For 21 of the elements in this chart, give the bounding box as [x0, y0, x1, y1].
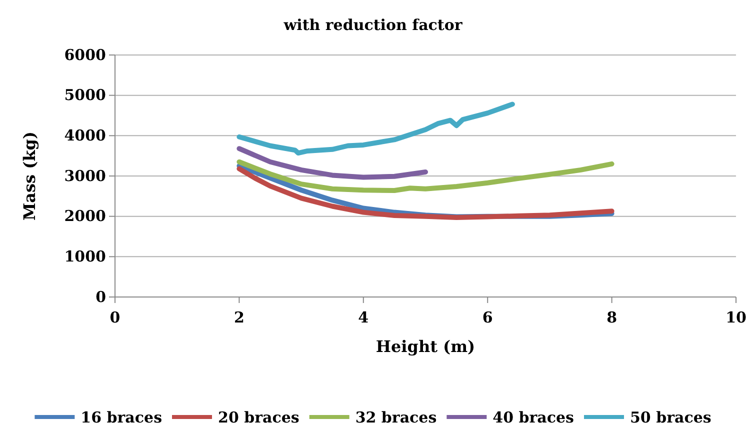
y-axis-title: Mass (kg) [20, 131, 39, 221]
x-tick-label: 8 [606, 308, 618, 326]
x-tick-label: 4 [358, 308, 369, 326]
x-axis-title: Height (m) [376, 337, 476, 356]
x-tick-label: 6 [482, 308, 493, 326]
x-tick-label: 0 [110, 308, 120, 326]
legend-label: 40 braces [492, 408, 574, 426]
y-tick-label: 3000 [64, 166, 106, 185]
x-tick-label: 2 [234, 308, 244, 326]
x-tick-label: 10 [726, 308, 746, 326]
chart-title: with reduction factor [282, 16, 464, 34]
y-tick-label: 2000 [64, 207, 106, 226]
legend-label: 20 braces [218, 408, 300, 426]
legend-label: 32 braces [355, 408, 437, 426]
legend-label: 50 braces [630, 408, 712, 426]
y-tick-label: 6000 [64, 46, 106, 64]
y-tick-label: 5000 [64, 86, 106, 104]
y-tick-label: 1000 [64, 247, 106, 266]
y-tick-label: 0 [96, 288, 106, 306]
legend-label: 16 braces [80, 408, 162, 426]
y-tick-label: 4000 [64, 126, 106, 144]
